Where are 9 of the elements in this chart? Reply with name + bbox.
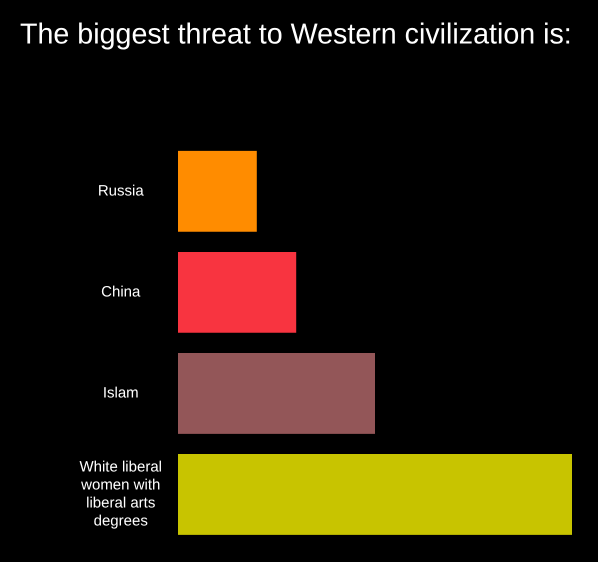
bar (178, 454, 572, 535)
y-tick-label: China (101, 284, 141, 301)
bar (178, 353, 375, 434)
chart-title: The biggest threat to Western civilization is: (20, 18, 572, 50)
y-tick-label: Islam (102, 384, 139, 402)
bar (178, 150, 257, 232)
bar (178, 252, 296, 333)
y-tick-label: White liberal women with liberal arts degrees (79, 458, 162, 530)
y-tick-label: Russia (98, 182, 144, 200)
